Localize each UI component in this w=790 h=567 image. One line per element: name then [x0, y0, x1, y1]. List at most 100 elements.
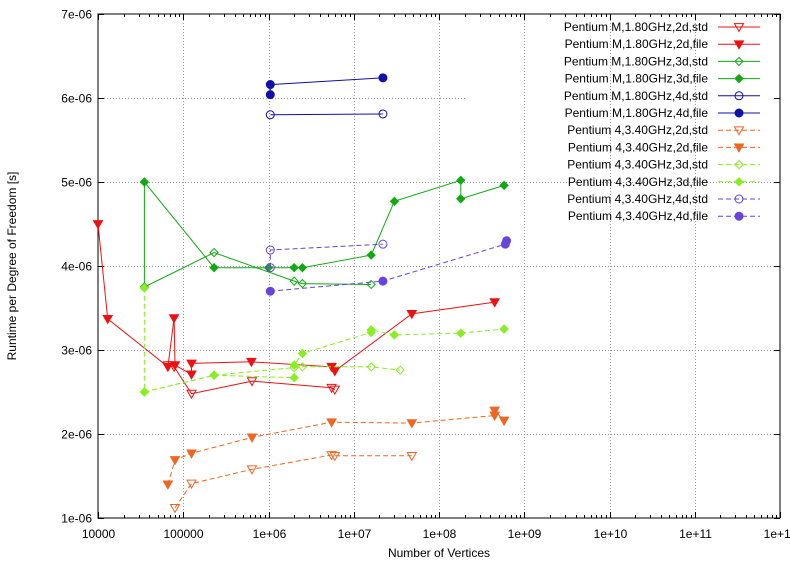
series-11	[265, 239, 388, 273]
y-tick-label: 4e-06	[61, 260, 92, 274]
series-8	[162, 406, 510, 490]
data-point	[289, 360, 299, 370]
series-7	[169, 451, 418, 514]
legend-label: Pentium 4,3.40GHz,4d,file	[568, 209, 708, 223]
data-point	[265, 263, 275, 273]
data-point	[186, 370, 197, 380]
data-point	[489, 298, 501, 308]
data-point	[209, 370, 219, 380]
data-point	[289, 262, 299, 273]
legend-marker	[734, 91, 744, 101]
data-point	[297, 262, 308, 273]
legend-label: Pentium 4,3.40GHz,2d,std	[567, 123, 708, 137]
data-point	[265, 90, 275, 100]
data-point	[366, 250, 376, 260]
data-point	[265, 80, 275, 90]
series-line	[143, 287, 505, 393]
data-point	[297, 348, 308, 359]
series-layer	[92, 73, 512, 514]
legend-marker	[734, 159, 744, 170]
legend-entry: Pentium 4,3.40GHz,4d,file	[568, 209, 760, 223]
data-point	[498, 416, 510, 427]
data-point	[499, 324, 509, 334]
x-tick-label: 1e+09	[508, 527, 542, 541]
y-axis-title: Runtime per Degree of Freedom [s]	[5, 172, 19, 361]
data-point	[169, 361, 181, 371]
data-point	[162, 362, 174, 373]
data-point	[169, 504, 181, 514]
legend-entry: Pentium M,1.80GHz,2d,file	[565, 37, 760, 51]
y-tick-label: 3e-06	[61, 344, 92, 358]
data-point	[499, 180, 509, 191]
series-line	[269, 243, 383, 268]
data-point	[168, 314, 180, 324]
series-line	[269, 77, 383, 95]
x-tick-label: 1e+10	[594, 527, 628, 541]
legend-entry: Pentium M,1.80GHz,3d,file	[565, 72, 760, 86]
data-point	[456, 194, 466, 204]
y-tick-label: 1e-06	[61, 512, 92, 526]
data-point	[378, 276, 388, 286]
axis-ticks: 10000 100000 1e+06 1e+07 1e+08 1e+09 1e+10 1e+1…	[61, 8, 790, 542]
data-point	[329, 385, 341, 395]
data-point	[406, 451, 418, 462]
series-line	[167, 409, 505, 485]
legend-label: Pentium 4,3.40GHz,3d,std	[567, 158, 708, 172]
series-line	[167, 364, 336, 395]
x-tick-label: 1e+11	[679, 527, 712, 541]
legend-marker	[734, 177, 744, 187]
data-point	[389, 330, 400, 340]
legend-marker	[734, 211, 744, 221]
data-point	[297, 362, 308, 372]
data-point	[102, 315, 114, 325]
data-point	[139, 283, 150, 293]
y-tick-label: 6e-06	[61, 92, 92, 106]
legend-marker	[734, 56, 744, 67]
data-point	[389, 196, 400, 207]
data-point	[246, 357, 257, 368]
legend-marker	[734, 73, 744, 84]
data-point	[489, 406, 501, 416]
data-point	[139, 177, 150, 187]
legend-entry: Pentium M,1.80GHz,4d,file	[565, 106, 760, 120]
series-2	[92, 220, 501, 380]
data-point	[265, 286, 275, 296]
data-point	[289, 276, 299, 286]
legend-marker	[733, 40, 745, 50]
x-tick-label: 1e+08	[423, 527, 457, 541]
data-point	[297, 278, 308, 289]
legend-label: Pentium M,1.80GHz,4d,file	[565, 106, 709, 120]
legend-entry: Pentium 4,3.40GHz,4d,std	[567, 192, 760, 206]
data-point	[169, 456, 181, 466]
x-axis-title: Number of Vertices	[388, 546, 490, 560]
data-point	[186, 449, 197, 459]
legend-marker	[733, 143, 745, 153]
data-point	[246, 433, 258, 443]
data-point	[186, 359, 197, 369]
series-line	[143, 179, 505, 288]
data-point	[186, 479, 197, 490]
x-tick-label: 100000	[163, 527, 203, 541]
data-point	[378, 239, 388, 249]
data-point	[366, 362, 376, 372]
legend-label: Pentium M,1.80GHz,2d,file	[565, 37, 709, 51]
data-point	[209, 247, 219, 258]
data-point	[326, 451, 337, 461]
series-line	[270, 113, 383, 116]
series-10	[139, 283, 509, 397]
data-point	[366, 279, 376, 290]
legend-entry: Pentium 4,3.40GHz,2d,std	[567, 123, 760, 137]
data-point	[246, 377, 258, 387]
data-point	[326, 383, 337, 394]
legend-entry: Pentium M,1.80GHz,3d,std	[564, 54, 760, 68]
data-point	[162, 480, 174, 490]
legend-marker	[734, 108, 744, 118]
data-point	[139, 387, 150, 397]
series-line	[144, 252, 372, 288]
series-line	[174, 454, 412, 509]
series-6	[265, 73, 388, 100]
x-tick-label: 1e+12	[764, 527, 790, 541]
data-point	[366, 325, 376, 335]
legend-marker	[733, 23, 745, 33]
